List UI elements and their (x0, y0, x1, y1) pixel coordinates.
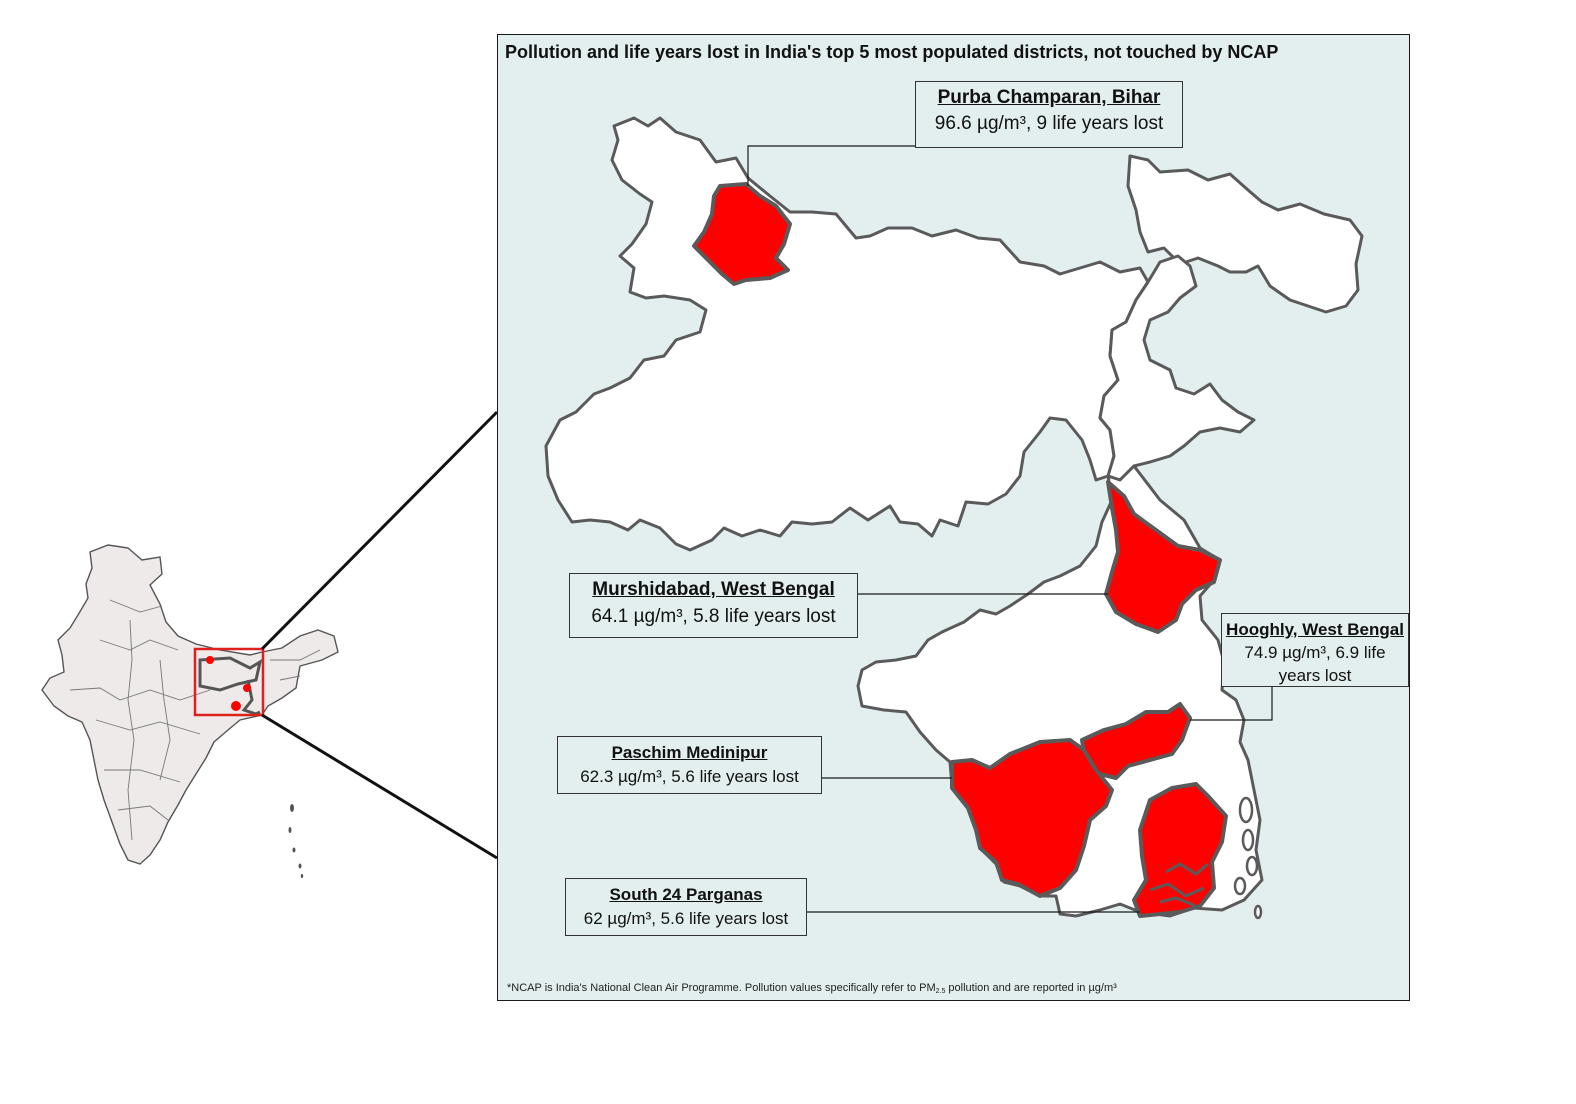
footnote-text-end: pollution and are reported in µg/m³ (945, 982, 1117, 994)
callout-name: Purba Champaran, Bihar (937, 87, 1161, 108)
callout-purba-champaran: Purba Champaran, Bihar 96.6 µg/m³, 9 lif… (915, 81, 1183, 148)
callout-name: Hooghly, West Bengal (1226, 620, 1404, 639)
footnote-subscript: 2.5 (935, 988, 946, 995)
callout-name: Murshidabad, West Bengal (592, 579, 835, 600)
callout-stat: 96.6 µg/m³, 9 life years lost (934, 113, 1164, 134)
district-purba-champaran (692, 182, 792, 286)
callout-stat: 64.1 µg/m³, 5.8 life years lost (591, 606, 836, 627)
callout-stat: 62 µg/m³, 5.6 life years lost (583, 909, 789, 928)
inset-zoom-box (193, 647, 265, 717)
callout-name: Paschim Medinipur (611, 743, 768, 762)
india-inset-map (41, 544, 339, 878)
footnote: *NCAP is India's National Clean Air Prog… (507, 982, 1397, 995)
northeast-region (1126, 154, 1364, 314)
zoom-connector-bottom (261, 713, 498, 860)
callout-paschim-medinipur: Paschim Medinipur 62.3 µg/m³, 5.6 life y… (557, 736, 822, 794)
district-paschim-medinipur (950, 738, 1114, 898)
callout-name: South 24 Parganas (609, 885, 763, 904)
india-outline (41, 544, 339, 865)
bihar-state (544, 116, 1150, 552)
callout-stat: 62.3 µg/m³, 5.6 life years lost (580, 767, 799, 786)
callout-south-24-parganas: South 24 Parganas 62 µg/m³, 5.6 life yea… (565, 878, 807, 936)
callout-murshidabad: Murshidabad, West Bengal 64.1 µg/m³, 5.8… (569, 573, 858, 638)
zoom-connector-top (260, 410, 499, 651)
mini-highlight-murshidabad (243, 684, 251, 692)
callout-stat-line2: years lost (1278, 666, 1352, 685)
west-bengal-corridor (1098, 254, 1256, 482)
callout-stat-line1: 74.9 µg/m³, 6.9 life (1244, 643, 1386, 662)
district-murshidabad (1104, 480, 1222, 634)
district-hooghly (1080, 702, 1192, 780)
mini-highlight-south-bengal (231, 701, 241, 711)
district-south-24-parganas (1132, 782, 1228, 918)
callout-leaders (747, 145, 1273, 913)
mini-highlight-purba-champaran (206, 656, 214, 664)
footnote-text: *NCAP is India's National Clean Air Prog… (507, 982, 936, 994)
map-title: Pollution and life years lost in India's… (505, 42, 1279, 62)
callout-hooghly: Hooghly, West Bengal 74.9 µg/m³, 6.9 lif… (1221, 613, 1409, 687)
